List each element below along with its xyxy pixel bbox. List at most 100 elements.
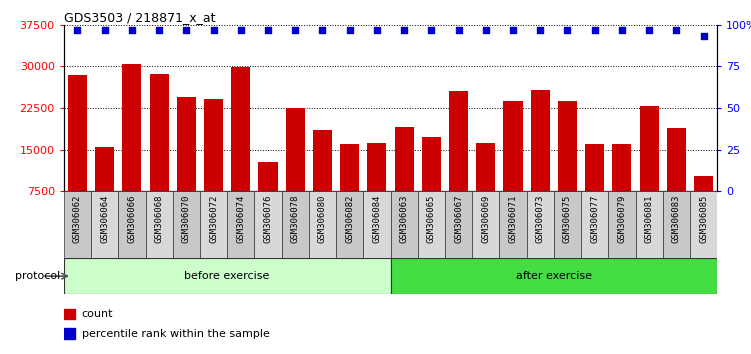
Bar: [449, 91, 468, 233]
Text: GSM306078: GSM306078: [291, 195, 300, 243]
Bar: [499, 191, 526, 258]
Bar: [558, 101, 577, 233]
Bar: [476, 143, 496, 233]
Bar: [391, 191, 418, 258]
Bar: [173, 191, 200, 258]
Text: GSM306083: GSM306083: [672, 195, 681, 243]
Bar: [394, 127, 414, 233]
Text: GSM306069: GSM306069: [481, 195, 490, 243]
Bar: [95, 147, 114, 233]
Text: GSM306065: GSM306065: [427, 195, 436, 243]
Bar: [640, 106, 659, 233]
Point: [207, 27, 219, 33]
Text: GDS3503 / 218871_x_at: GDS3503 / 218871_x_at: [64, 11, 216, 24]
Point: [425, 27, 437, 33]
Point: [453, 27, 465, 33]
Text: GSM306068: GSM306068: [155, 195, 164, 243]
Bar: [472, 191, 499, 258]
Point: [289, 27, 301, 33]
Bar: [285, 108, 305, 233]
Bar: [445, 191, 472, 258]
Bar: [313, 130, 332, 233]
Text: GSM306072: GSM306072: [209, 195, 218, 243]
Bar: [503, 101, 523, 233]
Text: GSM306082: GSM306082: [345, 195, 354, 243]
Bar: [122, 64, 141, 233]
Point: [698, 34, 710, 39]
Bar: [581, 191, 608, 258]
Bar: [554, 191, 581, 258]
Text: GSM306066: GSM306066: [128, 195, 137, 243]
Point: [153, 27, 165, 33]
Bar: [227, 191, 255, 258]
Bar: [176, 97, 196, 233]
Text: GSM306064: GSM306064: [100, 195, 109, 243]
Text: GSM306074: GSM306074: [237, 195, 246, 243]
Bar: [91, 191, 119, 258]
Point: [534, 27, 546, 33]
Bar: [363, 191, 391, 258]
Point: [316, 27, 328, 33]
Bar: [282, 191, 309, 258]
Text: GSM306079: GSM306079: [617, 195, 626, 243]
Bar: [690, 191, 717, 258]
Bar: [119, 191, 146, 258]
Bar: [531, 90, 550, 233]
Bar: [64, 309, 75, 319]
Bar: [68, 75, 87, 233]
Bar: [662, 191, 690, 258]
Bar: [608, 191, 635, 258]
Text: count: count: [82, 309, 113, 319]
Point: [616, 27, 628, 33]
Point: [235, 27, 247, 33]
Text: GSM306062: GSM306062: [73, 195, 82, 243]
Bar: [585, 144, 605, 233]
Bar: [64, 329, 75, 339]
Text: percentile rank within the sample: percentile rank within the sample: [82, 329, 270, 339]
Point: [589, 27, 601, 33]
Bar: [635, 191, 662, 258]
Text: GSM306076: GSM306076: [264, 195, 273, 243]
Text: protocol: protocol: [15, 271, 60, 281]
Bar: [422, 137, 441, 233]
Bar: [309, 191, 336, 258]
Bar: [526, 191, 554, 258]
Text: GSM306081: GSM306081: [644, 195, 653, 243]
Bar: [255, 191, 282, 258]
Bar: [340, 144, 359, 233]
Bar: [667, 129, 686, 233]
Text: before exercise: before exercise: [185, 271, 270, 281]
Point: [344, 27, 356, 33]
Bar: [149, 74, 169, 233]
Bar: [336, 191, 363, 258]
Text: GSM306071: GSM306071: [508, 195, 517, 243]
Point: [507, 27, 519, 33]
Point: [671, 27, 683, 33]
Bar: [64, 258, 391, 294]
Point: [98, 27, 110, 33]
Bar: [204, 98, 223, 233]
Bar: [146, 191, 173, 258]
Text: after exercise: after exercise: [516, 271, 592, 281]
Point: [562, 27, 574, 33]
Point: [126, 27, 138, 33]
Point: [180, 27, 192, 33]
Point: [480, 27, 492, 33]
Point: [71, 27, 83, 33]
Point: [643, 27, 655, 33]
Text: GSM306085: GSM306085: [699, 195, 708, 243]
Text: GSM306080: GSM306080: [318, 195, 327, 243]
Bar: [231, 68, 250, 233]
Text: GSM306070: GSM306070: [182, 195, 191, 243]
Text: GSM306073: GSM306073: [535, 195, 544, 243]
Point: [371, 27, 383, 33]
Point: [262, 27, 274, 33]
Text: GSM306063: GSM306063: [400, 195, 409, 243]
Bar: [258, 162, 278, 233]
Text: GSM306067: GSM306067: [454, 195, 463, 243]
Text: GSM306084: GSM306084: [372, 195, 382, 243]
Bar: [694, 176, 713, 233]
Bar: [612, 144, 632, 233]
Bar: [200, 191, 227, 258]
Bar: [64, 191, 91, 258]
